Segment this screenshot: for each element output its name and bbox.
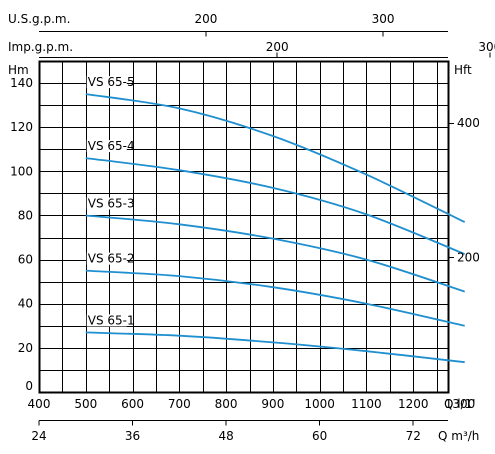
y-tick-label: 0	[25, 379, 33, 393]
x-tick-label: 900	[261, 397, 284, 411]
x-tick-label: 800	[215, 397, 238, 411]
y-tick-label: 80	[18, 208, 33, 222]
series-label: VS 65-1	[88, 313, 135, 327]
plot-frame	[38, 60, 450, 394]
right-y-tick-label: 200	[457, 250, 480, 264]
series-label: VS 65-3	[88, 196, 135, 210]
y-tick-label: 120	[10, 120, 33, 134]
usgpm-axis-label: U.S.g.p.m.	[8, 12, 70, 26]
impgpm-tick-label: 200	[266, 40, 289, 54]
y-tick-label: 20	[18, 341, 33, 355]
y-tick-label: 60	[18, 253, 33, 267]
y-axis-label: Hm	[8, 63, 29, 77]
x-tick-label: 1000	[304, 397, 335, 411]
m3h-axis-label: Q m³/h	[438, 429, 479, 443]
series-label: VS 65-2	[88, 252, 135, 266]
x-tick-label: 700	[168, 397, 191, 411]
x-axis-label: Q l/1'	[444, 397, 476, 411]
y-tick-label: 100	[10, 164, 33, 178]
series-label-bg	[86, 197, 127, 210]
y-tick-label: 140	[10, 76, 33, 90]
x-tick-label: 400	[28, 397, 51, 411]
series-label: VS 65-5	[88, 75, 135, 89]
series-label: VS 65-4	[88, 139, 135, 153]
x-tick-label: 1300	[445, 397, 476, 411]
x-tick-label: 1200	[398, 397, 429, 411]
m3h-tick-label: 36	[125, 429, 140, 443]
right-y-axis-label: Hft	[454, 63, 472, 77]
impgpm-axis-label: Imp.g.p.m.	[8, 40, 73, 54]
series-label-bg	[86, 314, 127, 327]
x-tick-label: 500	[74, 397, 97, 411]
x-tick-label: 1100	[351, 397, 382, 411]
usgpm-tick-label: 200	[195, 12, 218, 26]
right-y-tick-label: 400	[457, 116, 480, 130]
x-tick-label: 600	[121, 397, 144, 411]
m3h-tick-label: 48	[218, 429, 233, 443]
curves	[85, 93, 466, 364]
series-label-bg	[86, 252, 127, 265]
curve-vs-65-2	[85, 269, 465, 327]
impgpm-tick-label: 300	[478, 40, 495, 54]
curve-vs-65-3	[85, 214, 465, 293]
series-label-bg	[86, 140, 127, 153]
m3h-tick-label: 24	[31, 429, 46, 443]
curve-vs-65-4	[85, 157, 466, 255]
curve-vs-65-1	[85, 331, 465, 364]
curve-vs-65-5	[85, 93, 466, 223]
m3h-tick-label: 72	[406, 429, 421, 443]
grid	[38, 31, 491, 426]
y-tick-label: 40	[18, 297, 33, 311]
m3h-tick-label: 60	[312, 429, 327, 443]
usgpm-tick-label: 300	[372, 12, 395, 26]
series-label-bg	[86, 76, 127, 89]
